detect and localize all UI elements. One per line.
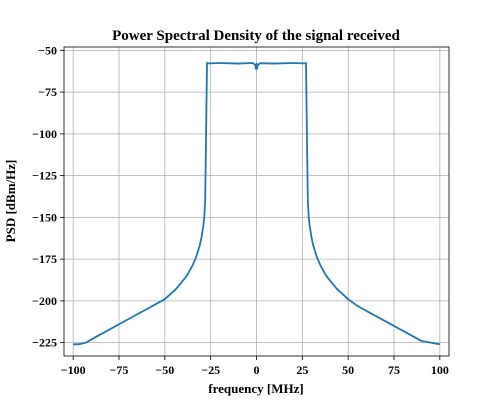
x-tick-label: 25 [296, 363, 308, 377]
grid-lines [64, 47, 449, 356]
y-tick-label: −50 [38, 43, 57, 57]
axis-ticks: −100 −75 −50 −25 0 25 50 75 100 −50 −75 −100 −125 −15… [32, 43, 449, 377]
x-tick-label: 100 [431, 363, 449, 377]
psd-series-line [73, 61, 440, 346]
y-tick-label: −175 [32, 252, 57, 266]
y-axis-label: PSD [dBm/Hz] [3, 160, 18, 243]
y-tick-label: −200 [32, 294, 57, 308]
x-tick-label: 50 [342, 363, 354, 377]
y-tick-label: −225 [32, 336, 57, 350]
chart-title: Power Spectral Density of the signal rec… [112, 28, 400, 44]
x-tick-label: −25 [201, 363, 220, 377]
x-tick-label: −50 [155, 363, 174, 377]
x-axis-label: frequency [MHz] [208, 381, 303, 396]
y-tick-label: −125 [32, 169, 57, 183]
y-tick-label: −100 [32, 127, 57, 141]
x-tick-label: −100 [61, 363, 86, 377]
y-tick-label: −150 [32, 210, 57, 224]
series-layer [73, 61, 440, 346]
x-tick-label: −75 [110, 363, 129, 377]
x-tick-label: 0 [254, 363, 260, 377]
y-tick-label: −75 [38, 85, 57, 99]
x-tick-label: 75 [388, 363, 400, 377]
